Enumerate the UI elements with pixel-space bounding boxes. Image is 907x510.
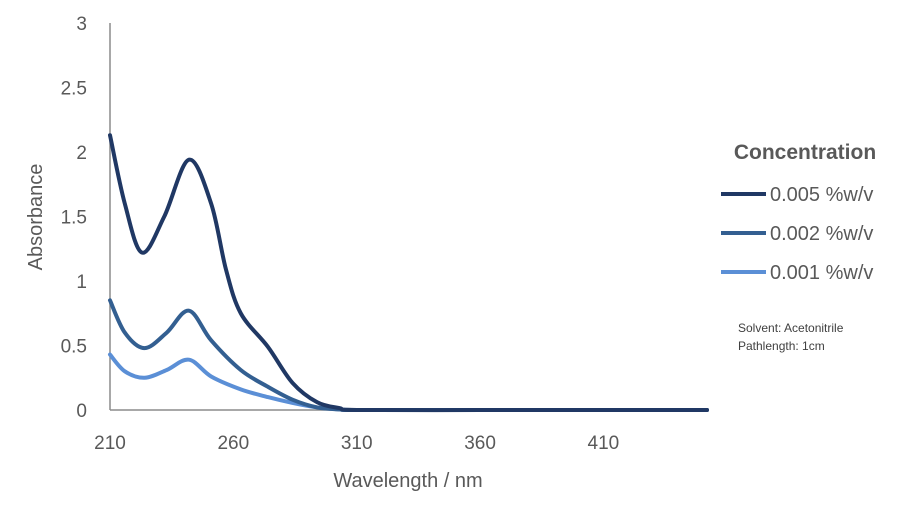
solvent-note: Solvent: Acetonitrile <box>738 321 844 335</box>
y-tick-label: 1.5 <box>61 208 87 229</box>
legend-item-label: 0.001 %w/v <box>770 262 873 284</box>
y-axis-label: Absorbance <box>25 164 47 271</box>
series-line-0.005 <box>108 133 709 413</box>
y-tick-label: 0 <box>76 401 87 422</box>
x-axis-label: Wavelength / nm <box>333 470 482 492</box>
x-tick-label: 360 <box>464 433 496 454</box>
y-tick-label: 2 <box>76 143 87 164</box>
y-tick-label: 0.5 <box>61 337 87 358</box>
pathlength-note: Pathlength: 1cm <box>738 339 825 353</box>
legend-item-label: 0.005 %w/v <box>770 184 873 206</box>
legend-title: Concentration <box>734 141 876 164</box>
x-tick-label: 410 <box>588 433 620 454</box>
x-tick-label: 310 <box>341 433 373 454</box>
x-tick-label: 260 <box>217 433 249 454</box>
legend-item-label: 0.002 %w/v <box>770 223 873 245</box>
y-tick-label: 2.5 <box>61 79 87 100</box>
y-tick-label: 1 <box>76 272 87 293</box>
series-line-0.002 <box>108 298 709 413</box>
y-tick-label: 3 <box>76 14 87 35</box>
series-line-0.001 <box>108 352 709 413</box>
x-tick-label: 210 <box>94 433 126 454</box>
